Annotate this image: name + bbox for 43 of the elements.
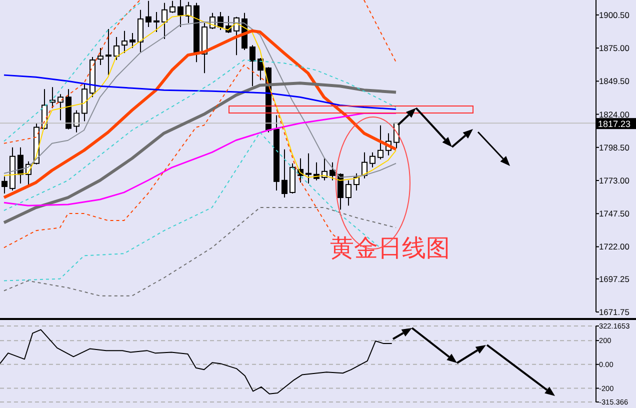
y-tick-label: 1849.50 bbox=[599, 76, 630, 86]
candlestick bbox=[138, 9, 144, 53]
y-tick-label: 1773.00 bbox=[599, 176, 630, 186]
candlestick bbox=[114, 36, 120, 60]
candlestick bbox=[330, 162, 336, 181]
y-tick-label: 1875.00 bbox=[599, 43, 630, 54]
candlestick bbox=[178, 0, 184, 28]
candlestick bbox=[74, 110, 80, 133]
line-series bbox=[4, 60, 396, 212]
candlestick bbox=[170, 0, 176, 14]
y-tick-label: 1900.50 bbox=[599, 10, 630, 20]
line-series bbox=[4, 132, 380, 282]
y-tick-label: 1697.25 bbox=[599, 274, 630, 284]
candlestick bbox=[250, 44, 256, 87]
y-tick-label: 1824.00 bbox=[599, 109, 630, 120]
candlestick bbox=[58, 94, 64, 121]
candlestick bbox=[306, 152, 312, 184]
candlestick bbox=[18, 146, 24, 184]
candlestick bbox=[2, 176, 8, 194]
line-series bbox=[3, 112, 397, 206]
y-tick-label: 1671.75 bbox=[599, 306, 630, 317]
line-series bbox=[4, 207, 396, 296]
line-series bbox=[2, 82, 398, 224]
candlestick bbox=[122, 30, 128, 54]
y-tick-label: 1798.50 bbox=[599, 142, 630, 152]
candlestick bbox=[162, 2, 168, 40]
line-series bbox=[3, 74, 397, 110]
candlestick bbox=[98, 48, 104, 66]
line-series bbox=[0, 329, 392, 394]
candlestick bbox=[346, 180, 352, 206]
candlestick bbox=[370, 152, 376, 168]
ref-line-label: 1817.23 bbox=[598, 119, 631, 130]
candlestick bbox=[154, 11, 160, 32]
candlestick bbox=[378, 124, 384, 160]
candlestick bbox=[106, 28, 112, 76]
y-tick-label: 1747.50 bbox=[599, 208, 630, 219]
candlestick bbox=[130, 32, 136, 49]
candlestick bbox=[146, 0, 152, 28]
candlestick bbox=[186, 1, 192, 24]
candlestick bbox=[282, 148, 288, 198]
y-tick-label: 1722.00 bbox=[599, 242, 630, 252]
line-series bbox=[2, 29, 398, 200]
candlestick bbox=[338, 172, 344, 210]
